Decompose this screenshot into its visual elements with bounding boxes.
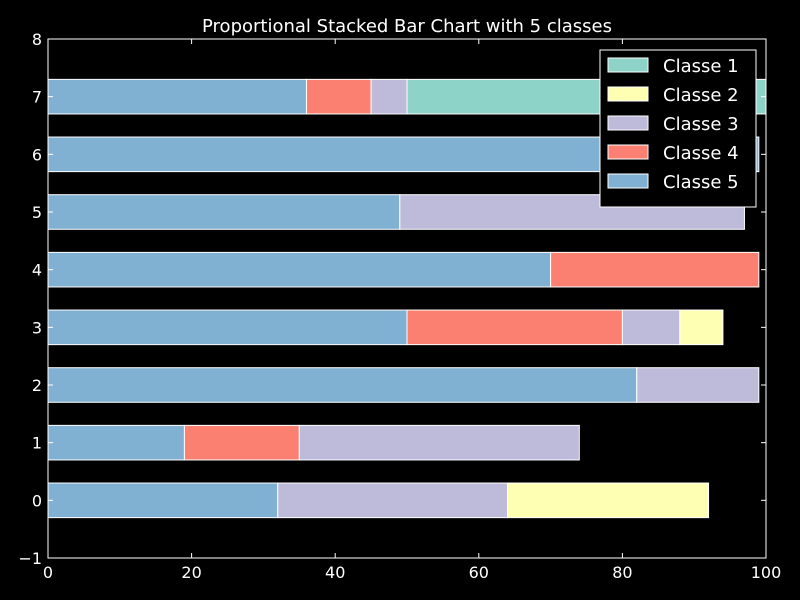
legend-label-classe-3: Classe 3 xyxy=(663,114,739,135)
legend-swatch-classe-3 xyxy=(607,115,649,131)
bar-0-classe-3 xyxy=(277,482,509,519)
y-tick-label-3: 2 xyxy=(32,376,42,395)
bar-2-classe-5 xyxy=(47,367,638,403)
bar-3-classe-5 xyxy=(47,309,408,346)
y-tick-label-8: 7 xyxy=(32,88,42,107)
y-tick-label-5: 4 xyxy=(32,261,42,280)
bar-1-classe-3 xyxy=(298,424,580,461)
bar-3-classe-3 xyxy=(621,309,681,346)
y-tick-label-7: 6 xyxy=(32,145,42,164)
x-tick-label-2: 40 xyxy=(325,563,345,582)
bar-7-classe-5 xyxy=(47,78,307,115)
y-tick-label-6: 5 xyxy=(32,203,42,222)
bar-4-classe-5 xyxy=(47,251,552,288)
legend-label-classe-4: Classe 4 xyxy=(663,143,739,164)
bar-3-classe-2 xyxy=(679,309,724,346)
y-tick-label-9: 8 xyxy=(32,30,42,49)
y-tick-label-1: 0 xyxy=(32,491,42,510)
legend-swatch-classe-5 xyxy=(607,173,649,189)
legend-label-classe-2: Classe 2 xyxy=(663,85,739,106)
legend-swatch-classe-4 xyxy=(607,144,649,160)
bar-7-classe-4 xyxy=(305,78,372,115)
legend: Classe 1 Classe 2 Classe 3 Classe 4 Classe 5 xyxy=(599,49,757,208)
chart-title: Proportional Stacked Bar Chart with 5 cl… xyxy=(202,16,612,37)
bar-0-classe-5 xyxy=(47,482,279,519)
legend-label-classe-5: Classe 5 xyxy=(663,172,739,193)
x-tick-label-3: 60 xyxy=(469,563,489,582)
bar-1-classe-5 xyxy=(47,424,185,461)
axes-frame xyxy=(47,38,767,559)
bar-5-classe-5 xyxy=(47,194,401,230)
bar-2-classe-3 xyxy=(636,367,760,403)
bar-7-classe-3 xyxy=(370,78,408,115)
bar-0-classe-2 xyxy=(507,482,710,519)
legend-swatch-classe-2 xyxy=(607,86,649,102)
bars-layer xyxy=(47,78,767,519)
bar-1-classe-4 xyxy=(183,424,300,461)
bar-4-classe-4 xyxy=(550,251,760,288)
bar-3-classe-4 xyxy=(406,309,623,346)
x-tick-label-4: 80 xyxy=(612,563,632,582)
y-tick-label-4: 3 xyxy=(32,318,42,337)
legend-label-classe-1: Classe 1 xyxy=(663,56,739,77)
legend-swatch-classe-1 xyxy=(607,57,649,73)
x-tick-label-5: 100 xyxy=(751,563,782,582)
x-tick-label-0: 0 xyxy=(43,563,53,582)
y-tick-label-2: 1 xyxy=(32,434,42,453)
x-tick-label-1: 20 xyxy=(181,563,201,582)
y-tick-label-0: −1 xyxy=(18,549,42,568)
